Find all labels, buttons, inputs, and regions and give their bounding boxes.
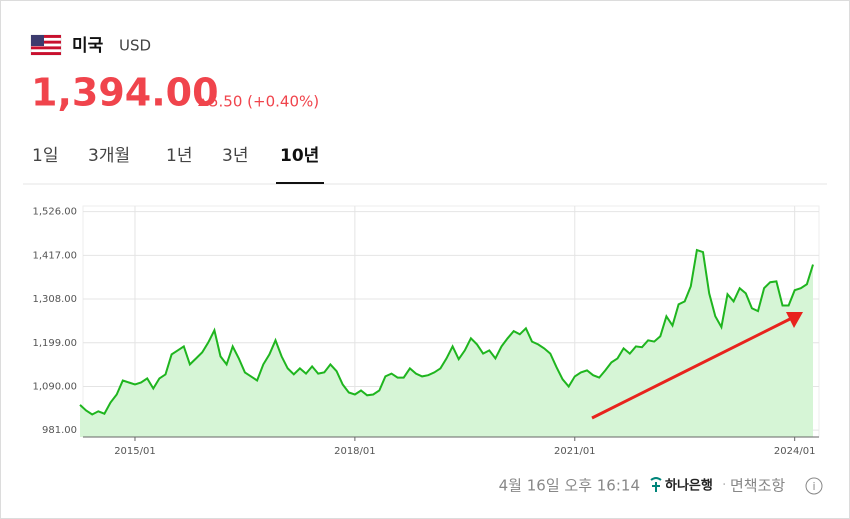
- annotation-arrow: [591, 316, 793, 420]
- area-fill: [80, 250, 813, 437]
- timestamp: 4월 16일 오후 16:14: [499, 477, 640, 495]
- tab[interactable]: 3개월: [88, 146, 130, 166]
- up-triangle: [198, 98, 208, 106]
- y-tick-label: 1,090.00: [32, 381, 77, 392]
- x-tick-label: 2018/01: [334, 446, 376, 457]
- disclaimer[interactable]: 면책조항: [730, 477, 785, 495]
- y-tick-label: 1,308.00: [32, 294, 77, 305]
- x-tick-label: 2015/01: [114, 446, 156, 457]
- country: 미국: [72, 36, 104, 56]
- bank-name: 하나은행: [665, 478, 713, 494]
- line: [79, 248, 814, 416]
- price: 1,394.00: [31, 71, 219, 115]
- y-tick-label: 1,526.00: [32, 207, 77, 218]
- info-icon[interactable]: [805, 477, 823, 495]
- bank-logo-icon: [650, 477, 662, 492]
- y-tick-label: 1,417.00: [32, 250, 77, 261]
- annotation-arrowhead: [786, 312, 803, 328]
- currency: USD: [119, 37, 151, 55]
- tab[interactable]: 3년: [222, 146, 248, 166]
- y-tick-label: 981.00: [42, 425, 77, 436]
- price-change: 5.50 (+0.40%): [209, 93, 319, 111]
- y-tick-label: 1,199.00: [32, 338, 77, 349]
- tab[interactable]: 1년: [166, 146, 192, 166]
- us-flag: [30, 34, 62, 56]
- info-icon-i: i: [812, 480, 815, 493]
- separator-dot: ·: [722, 477, 726, 493]
- tab[interactable]: 1일: [32, 146, 58, 166]
- x-tick-label: 2024/01: [774, 446, 816, 457]
- x-tick-label: 2021/01: [554, 446, 596, 457]
- tab[interactable]: 10년: [280, 146, 319, 166]
